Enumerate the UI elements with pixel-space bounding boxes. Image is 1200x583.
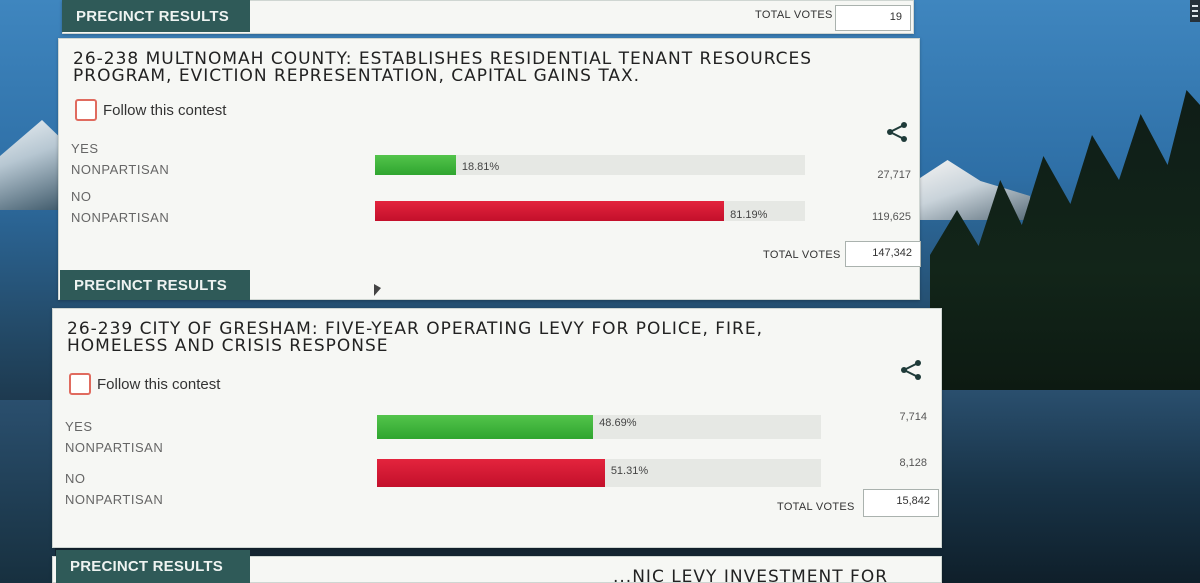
result-bar-track: [375, 201, 805, 221]
choice-name: NO: [71, 189, 92, 204]
follow-contest[interactable]: Follow this contest: [75, 99, 226, 121]
choice-no: NO NONPARTISAN: [71, 189, 169, 225]
choice-name: NO: [65, 471, 86, 486]
choice-votes: 8,128: [899, 457, 927, 469]
total-votes-value: 147,342: [845, 241, 921, 267]
result-bar-no: [375, 201, 725, 221]
background-forest: [930, 90, 1200, 390]
follow-label: Follow this contest: [97, 375, 221, 393]
total-votes-label: TOTAL VOTES: [763, 249, 841, 261]
follow-label: Follow this contest: [103, 101, 227, 119]
choice-yes: YES NONPARTISAN: [71, 141, 169, 177]
total-votes-label: TOTAL VOTES: [777, 501, 855, 513]
result-bar-track: [375, 155, 805, 175]
precinct-results-tab[interactable]: PRECINCT RESULTS: [62, 0, 250, 32]
choice-votes: 119,625: [872, 211, 911, 223]
contest-title: 26-239 CITY OF GRESHAM: FIVE-YEAR OPERAT…: [67, 319, 764, 356]
choice-party: NONPARTISAN: [65, 440, 164, 455]
follow-checkbox[interactable]: [69, 373, 91, 395]
precinct-results-tab[interactable]: PRECINCT RESULTS: [60, 270, 250, 300]
menu-icon[interactable]: [1190, 0, 1200, 22]
choice-votes: 27,717: [877, 169, 911, 181]
follow-checkbox[interactable]: [75, 99, 97, 121]
result-bar-track: [377, 459, 821, 487]
choice-party: NONPARTISAN: [71, 210, 170, 225]
choice-percent: 51.31%: [610, 465, 649, 477]
choice-yes: YES NONPARTISAN: [65, 419, 163, 455]
contest-title: ...NIC LEVY INVESTMENT FOR: [613, 567, 889, 583]
result-bar-yes: [375, 155, 456, 175]
precinct-results-tab[interactable]: PRECINCT RESULTS: [56, 550, 250, 583]
share-icon[interactable]: [885, 121, 909, 143]
choice-name: YES: [71, 141, 99, 156]
contest-title: 26-238 MULTNOMAH COUNTY: ESTABLISHES RES…: [73, 49, 813, 86]
choice-party: NONPARTISAN: [71, 162, 170, 177]
result-bar-yes: [377, 415, 594, 439]
choice-name: YES: [65, 419, 93, 434]
total-votes-label: TOTAL VOTES: [755, 9, 833, 21]
choice-percent: 81.19%: [730, 209, 768, 221]
total-votes-value: 19: [835, 5, 911, 31]
choice-votes: 7,714: [899, 411, 927, 423]
choice-party: NONPARTISAN: [65, 492, 164, 507]
contest-panel: 26-238 MULTNOMAH COUNTY: ESTABLISHES RES…: [58, 38, 921, 300]
choice-percent: 18.81%: [461, 161, 500, 173]
background-lake: [0, 400, 55, 583]
share-icon[interactable]: [899, 359, 923, 381]
choice-percent: 48.69%: [599, 417, 637, 429]
contest-panel: 26-239 CITY OF GRESHAM: FIVE-YEAR OPERAT…: [52, 308, 942, 548]
mouse-cursor-icon: [374, 284, 381, 296]
background-lake: [930, 390, 1200, 583]
choice-no: NO NONPARTISAN: [65, 471, 163, 507]
total-votes-value: 15,842: [863, 489, 939, 517]
follow-contest[interactable]: Follow this contest: [69, 373, 220, 395]
result-bar-track: [377, 415, 821, 439]
result-bar-no: [377, 459, 605, 487]
